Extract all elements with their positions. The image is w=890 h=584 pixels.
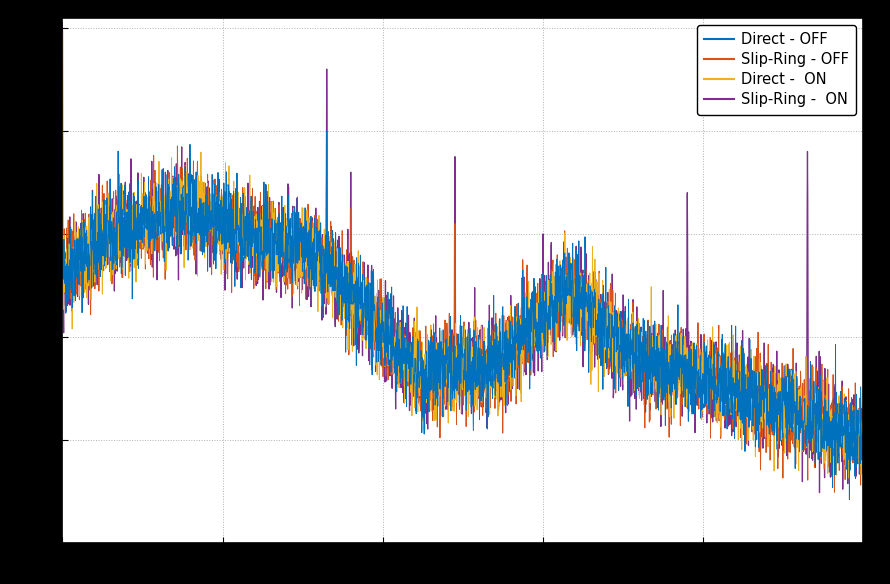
Legend: Direct - OFF, Slip-Ring - OFF, Direct -  ON, Slip-Ring -  ON: Direct - OFF, Slip-Ring - OFF, Direct - … (697, 25, 856, 114)
